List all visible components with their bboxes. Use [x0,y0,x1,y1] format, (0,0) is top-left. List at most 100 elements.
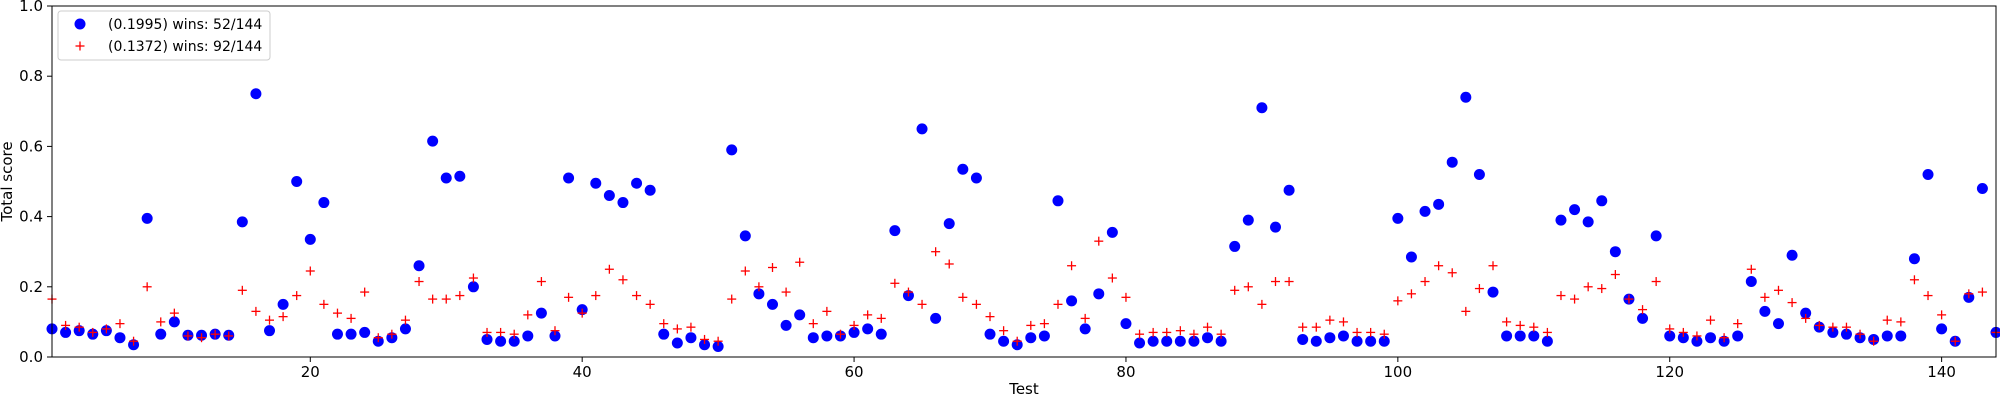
data-point-series-2 [115,319,125,329]
data-point-series-2 [414,277,424,287]
data-point-series-2 [292,291,302,301]
data-point-series-2 [441,294,451,304]
data-point-series-2 [1230,285,1240,295]
data-point-series-2 [210,329,220,339]
data-point-series-2 [332,308,342,318]
data-point-series-2 [1406,289,1416,299]
data-point-series-2 [672,324,682,334]
data-point-series-1 [563,172,575,184]
data-point-series-2 [455,291,465,301]
data-point-series-1 [399,323,411,335]
data-point-series-1 [807,332,819,344]
data-point-series-1 [644,184,656,196]
data-point-series-1 [60,326,72,338]
data-point-series-1 [331,328,343,340]
data-point-series-1 [440,172,452,184]
data-point-series-1 [848,326,860,338]
data-point-series-1 [1908,253,1920,265]
data-point-series-1 [1351,335,1363,347]
data-point-series-2 [985,312,995,322]
data-point-series-2 [1855,329,1865,339]
data-point-series-2 [142,282,152,292]
data-point-series-2 [1937,310,1947,320]
data-point-series-2 [1420,277,1430,287]
data-point-series-2 [169,308,179,318]
data-point-series-1 [1460,91,1472,103]
legend-entry-series-1: (0.1995) wins: 52/144 [108,17,262,33]
data-point-series-2 [1828,322,1838,332]
data-point-series-2 [917,299,927,309]
data-point-series-1 [1569,204,1581,216]
data-point-series-2 [183,331,193,341]
data-point-series-2 [1325,315,1335,325]
data-point-series-2 [1923,291,1933,301]
data-point-series-1 [671,337,683,349]
data-point-series-2 [61,320,71,330]
data-point-series-2 [1719,333,1729,343]
data-point-series-1 [345,328,357,340]
data-point-series-1 [1691,335,1703,347]
data-point-series-2 [808,319,818,329]
data-point-series-2 [251,306,261,316]
data-point-series-2 [1841,322,1851,332]
data-point-series-2 [197,333,207,343]
data-point-series-2 [1447,268,1457,278]
data-point-series-2 [1896,317,1906,327]
legend-marker-circle [74,18,86,30]
plot-layer [46,88,2000,352]
data-point-series-1 [1337,330,1349,342]
x-tick-label: 40 [573,363,592,381]
data-point-series-1 [1840,328,1852,340]
data-point-series-2 [1162,327,1172,337]
y-axis-label: Total score [0,141,16,222]
data-point-series-1 [1772,318,1784,330]
x-tick-label: 80 [1116,363,1135,381]
data-point-series-1 [454,170,466,182]
data-point-series-1 [590,177,602,189]
data-point-series-2 [1692,331,1702,341]
legend: (0.1995) wins: 52/144 (0.1372) wins: 92/… [57,10,271,61]
data-point-series-2 [1461,306,1471,316]
data-point-series-1 [141,212,153,224]
data-point-series-2 [1733,319,1743,329]
data-point-series-2 [1760,292,1770,302]
y-tick-label: 1.0 [19,0,43,15]
data-point-series-2 [319,299,329,309]
data-point-series-1 [970,172,982,184]
data-point-series-1 [1650,230,1662,242]
data-point-series-2 [1012,336,1022,346]
data-point-series-1 [1066,295,1078,307]
data-point-series-2 [1393,296,1403,306]
data-point-series-1 [1283,184,1295,196]
data-point-series-1 [168,316,180,328]
data-point-series-1 [685,332,697,344]
data-point-series-2 [550,326,560,336]
data-point-series-1 [631,177,643,189]
data-point-series-1 [236,216,248,228]
data-point-series-1 [1405,251,1417,263]
data-point-series-2 [1502,317,1512,327]
data-point-series-1 [821,330,833,342]
x-tick-label: 140 [1927,363,1956,381]
data-point-series-2 [1203,322,1213,332]
data-point-series-1 [522,330,534,342]
data-point-series-2 [1597,284,1607,294]
data-point-series-1 [1310,335,1322,347]
data-point-series-2 [1570,294,1580,304]
data-point-series-2 [1107,273,1117,283]
data-point-series-1 [1473,168,1485,180]
data-point-series-1 [359,326,371,338]
data-point-series-1 [1392,212,1404,224]
data-point-series-2 [1148,327,1158,337]
y-tick-label: 0.4 [19,208,43,226]
data-point-series-1 [481,333,493,345]
data-point-series-2 [1556,291,1566,301]
data-point-series-1 [1976,183,1988,195]
data-point-series-1 [712,340,724,352]
data-point-series-2 [428,294,438,304]
data-point-series-1 [1188,335,1200,347]
data-point-series-2 [1529,322,1539,332]
legend-box [57,10,271,61]
data-point-series-2 [822,306,832,316]
